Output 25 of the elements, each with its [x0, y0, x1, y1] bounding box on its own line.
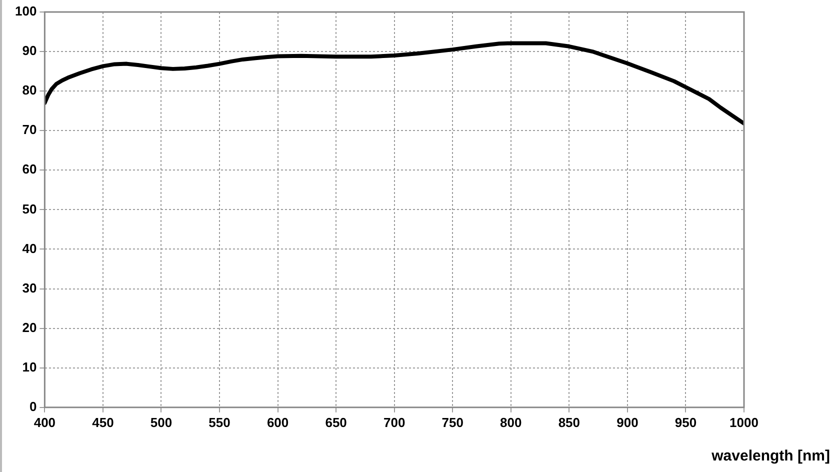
y-tick-label: 100: [14, 4, 37, 19]
y-tick-label: 50: [22, 201, 37, 216]
x-tick-label: 600: [266, 414, 289, 430]
x-tick-label: 450: [92, 414, 114, 430]
y-tick-label: 40: [22, 240, 37, 256]
x-tick-label: 750: [442, 414, 464, 430]
x-tick-label: 1000: [730, 414, 758, 430]
x-tick-label: 700: [383, 414, 406, 430]
y-tick-label: 90: [22, 43, 37, 58]
y-tick-label: 30: [22, 280, 37, 296]
y-tick-label: 60: [22, 162, 37, 177]
x-tick-label: 950: [674, 414, 697, 430]
x-tick-label: 650: [325, 414, 347, 430]
x-tick-label: 850: [558, 414, 580, 430]
y-tick-label: 10: [22, 359, 37, 374]
x-tick-label: 550: [208, 414, 230, 430]
x-tick-label: 500: [150, 414, 172, 430]
x-tick-label: 900: [616, 414, 638, 430]
y-tick-label: 0: [29, 398, 37, 414]
y-tick-label: 70: [22, 122, 37, 138]
x-axis-title: wavelength [nm]: [710, 448, 830, 465]
x-tick-label: 400: [34, 414, 56, 430]
x-tick-label: 800: [500, 414, 522, 430]
y-tick-label: 80: [22, 82, 37, 98]
y-tick-label: 20: [22, 320, 37, 335]
